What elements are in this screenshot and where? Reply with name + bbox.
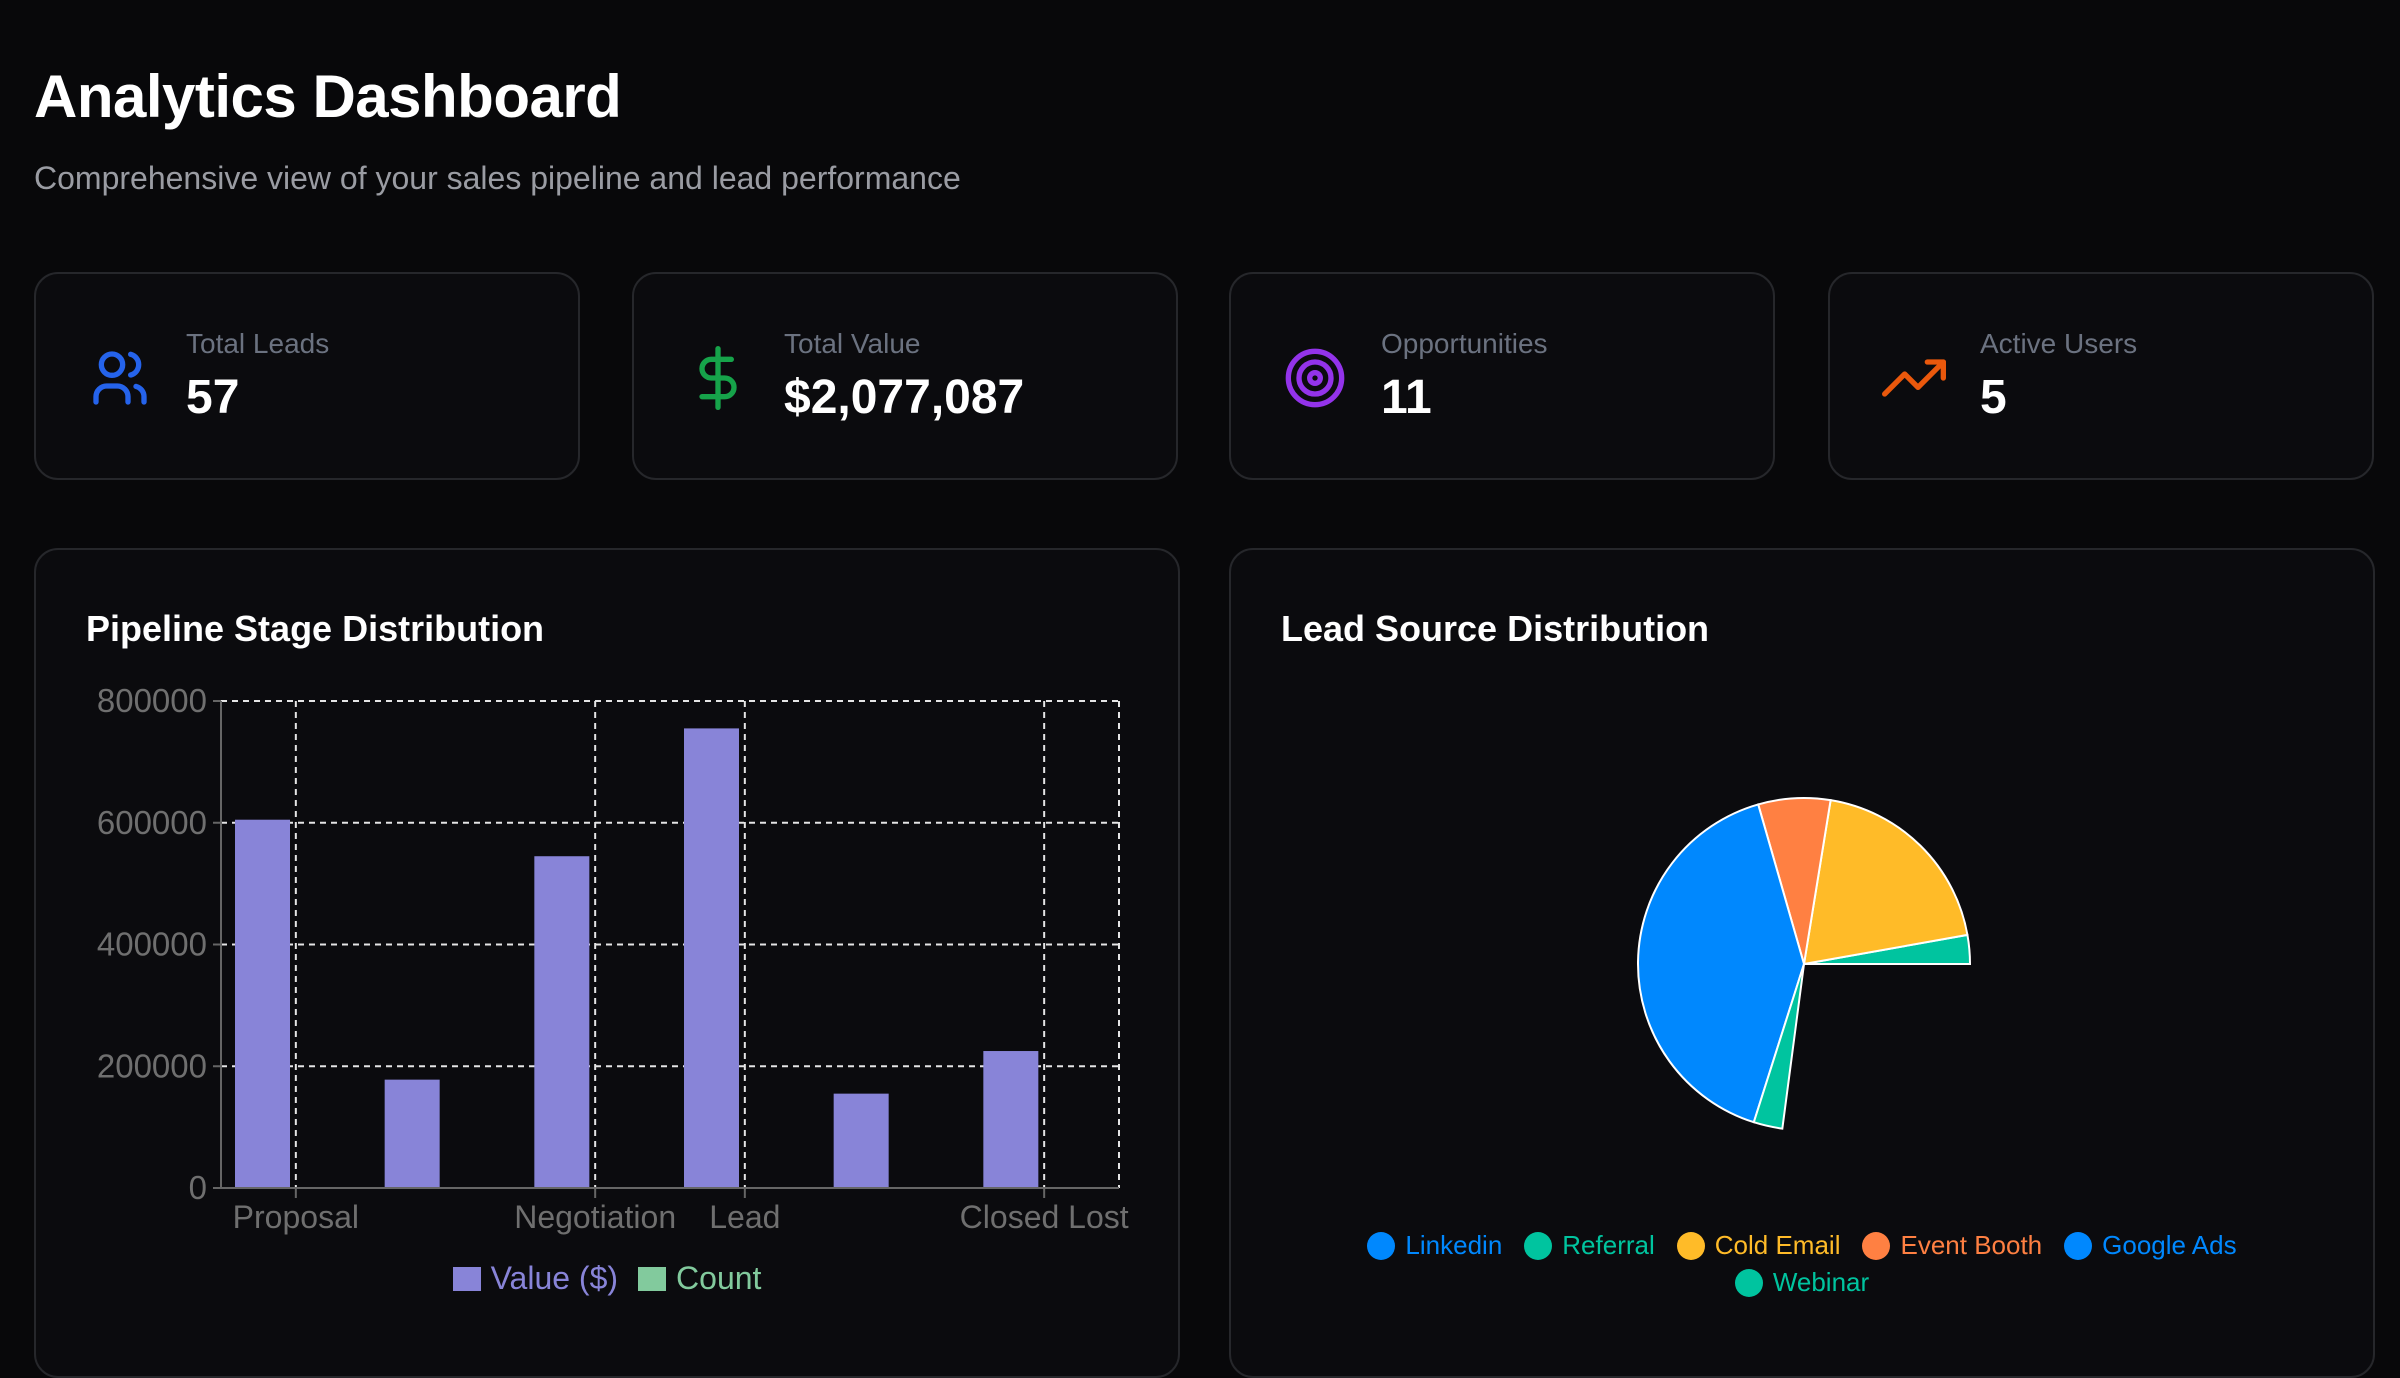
x-tick-label: Closed Lost — [960, 1199, 1129, 1235]
legend-label: Linkedin — [1405, 1230, 1503, 1260]
stat-label: Active Users — [1980, 328, 2138, 359]
pipeline-chart-panel: Pipeline Stage Distribution 0 200000 40000… — [34, 548, 1180, 1378]
pie-slice — [1752, 963, 1805, 1130]
legend-swatch — [638, 1266, 667, 1291]
users-icon — [93, 351, 147, 405]
y-tick-label: 400000 — [97, 926, 207, 963]
page-title: Analytics Dashboard — [34, 63, 622, 130]
x-tick-label: Negotiation — [514, 1199, 676, 1235]
stat-value: $2,077,087 — [784, 371, 1025, 424]
stat-card-total-leads: Total Leads 57 — [34, 272, 580, 480]
legend-label: Google Ads — [2102, 1230, 2237, 1260]
bar-value — [384, 1079, 440, 1188]
stat-card-total-value: Total Value $2,077,087 — [632, 272, 1178, 480]
legend-item[interactable]: Webinar — [1734, 1267, 1870, 1298]
trending-up-icon — [1882, 359, 1946, 397]
stat-label: Total Value — [784, 328, 921, 359]
pipeline-chart-title: Pipeline Stage Distribution — [86, 608, 545, 649]
legend-item[interactable]: Cold Email — [1676, 1230, 1841, 1261]
stat-label: Total Leads — [186, 328, 330, 359]
legend-label: Referral — [1562, 1230, 1655, 1260]
bar-value — [534, 856, 590, 1188]
legend-dot — [1734, 1268, 1763, 1297]
legend-label: Value ($) — [490, 1260, 619, 1296]
bar-chart-legend: Value ($) Count — [36, 1260, 1178, 1297]
stat-card-opportunities: Opportunities 11 — [1229, 272, 1775, 480]
legend-item[interactable]: Count — [638, 1260, 761, 1297]
pie-slice — [1802, 799, 1969, 966]
stat-value: 5 — [1980, 371, 2007, 424]
legend-item[interactable]: Referral — [1524, 1230, 1655, 1261]
y-tick-label: 0 — [189, 1169, 207, 1206]
pie-slice — [1637, 803, 1806, 1124]
legend-swatch — [452, 1266, 481, 1291]
lead-source-panel: Lead Source Distribution Linkedin Referra… — [1229, 548, 2375, 1378]
legend-item[interactable]: Event Booth — [1862, 1230, 2042, 1261]
x-tick-label: Proposal — [233, 1199, 359, 1235]
legend-dot — [1862, 1231, 1891, 1260]
legend-label: Count — [676, 1260, 762, 1296]
legend-label: Event Booth — [1900, 1230, 2043, 1260]
legend-label: Webinar — [1772, 1267, 1870, 1297]
dollar-icon — [699, 346, 737, 410]
pipeline-bar-chart: 0 200000 400000 600000 800000 Proposal Negotia… — [97, 682, 1129, 1235]
legend-dot — [1367, 1231, 1396, 1260]
legend-label: Cold Email — [1714, 1230, 1841, 1260]
stat-value: 57 — [186, 371, 240, 424]
legend-dot — [1676, 1231, 1705, 1260]
y-tick-label: 200000 — [97, 1047, 207, 1084]
bar-value — [235, 819, 290, 1188]
stat-card-active-users: Active Users 5 — [1828, 272, 2374, 480]
pie-chart-legend: Linkedin Referral Cold Email Event Booth Goo… — [1231, 1230, 2373, 1298]
legend-dot — [1524, 1231, 1553, 1260]
stat-label: Opportunities — [1381, 328, 1548, 359]
legend-item[interactable]: Linkedin — [1367, 1230, 1502, 1261]
legend-dot — [2064, 1231, 2093, 1260]
stat-value: 11 — [1381, 371, 1432, 424]
y-tick-label: 800000 — [97, 682, 207, 719]
x-tick-label: Lead — [709, 1199, 780, 1235]
page-subtitle: Comprehensive view of your sales pipelin… — [34, 160, 961, 196]
lead-source-pie-chart — [1637, 797, 1972, 1130]
y-tick-label: 600000 — [97, 804, 207, 841]
bar-value — [983, 1051, 1039, 1188]
target-icon — [1285, 348, 1345, 408]
legend-item[interactable]: Google Ads — [2064, 1230, 2237, 1261]
bar-value — [833, 1093, 889, 1188]
legend-item[interactable]: Value ($) — [452, 1260, 619, 1297]
bar-value — [684, 728, 739, 1188]
lead-source-title: Lead Source Distribution — [1281, 608, 1710, 649]
